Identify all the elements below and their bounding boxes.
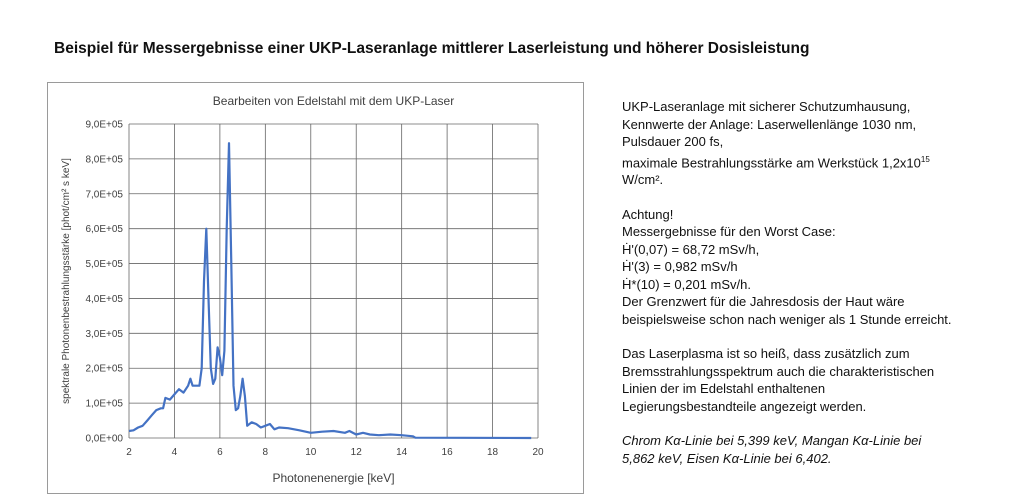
y-tick-label: 7,0E+05: [85, 189, 123, 200]
line: maximale Bestrahlungsstärke am Werkstück…: [622, 151, 1022, 172]
x-tick-label: 18: [487, 447, 499, 458]
y-tick-label: 5,0E+05: [85, 259, 123, 270]
line: Linien der im Edelstahl enthaltenen: [622, 381, 826, 397]
y-tick-label: 6,0E+05: [85, 224, 123, 235]
chart-frame: Bearbeiten von Edelstahl mit dem UKP-Las…: [47, 82, 584, 494]
text: maximale Bestrahlungsstärke am Werkstück…: [622, 154, 921, 170]
y-tick-label: 9,0E+05: [85, 120, 123, 131]
page-heading: Beispiel für Messergebnisse einer UKP-La…: [54, 40, 810, 57]
x-tick-label: 14: [396, 447, 408, 458]
y-tick-label: 0,0E+00: [85, 434, 123, 445]
line: Messergebnisse für den Worst Case:: [622, 224, 836, 240]
line: Pulsdauer 200 fs,: [622, 134, 724, 149]
line: UKP-Laseranlage mit sicherer Schutzumhau…: [622, 99, 911, 114]
x-tick-label: 10: [305, 447, 317, 458]
line: Kennwerte der Anlage: Laserwellenlänge 1…: [622, 116, 917, 132]
x-tick-label: 12: [351, 447, 363, 458]
y-axis-label: spektrale Photonenbestrahlungsstärke [ph…: [61, 158, 72, 404]
spectrum-line: [128, 142, 532, 440]
line: Das Laserplasma ist so heiß, dass zusätz…: [622, 346, 910, 362]
y-tick-label: 4,0E+05: [85, 294, 123, 305]
y-tick-label: 2,0E+05: [85, 364, 123, 375]
line: Ḣ'(3) = 0,982 mSv/h: [622, 259, 738, 275]
x-tick-label: 8: [263, 447, 269, 458]
x-tick-label: 6: [217, 447, 223, 458]
superscript: 15: [920, 154, 930, 164]
line: Legierungsbestandteile angezeigt werden.: [622, 398, 867, 414]
x-axis-label: Photonenenergie [keV]: [272, 471, 394, 485]
description-panel: UKP-Laseranlage mit sicherer Schutzumhau…: [622, 98, 1022, 467]
y-tick-label: 8,0E+05: [85, 154, 123, 165]
x-tick-label: 16: [442, 447, 454, 458]
x-tick-label: 2: [126, 447, 132, 458]
line: beispielsweise schon nach weniger als 1 …: [622, 311, 952, 327]
line: Ḣ'(0,07) = 68,72 mSv/h,: [622, 241, 760, 257]
y-tick-label: 3,0E+05: [85, 329, 123, 340]
spectrum-chart: Bearbeiten von Edelstahl mit dem UKP-Las…: [61, 94, 544, 485]
line: Ḣ*(10) = 0,201 mSv/h.: [622, 276, 751, 292]
chart-title: Bearbeiten von Edelstahl mit dem UKP-Las…: [213, 94, 454, 108]
line: 5,862 keV, Eisen Kα-Linie bei 6,402.: [622, 450, 832, 466]
line: Der Grenzwert für die Jahresdosis der Ha…: [622, 294, 905, 310]
line: Achtung!: [622, 206, 674, 222]
line: W/cm².: [622, 172, 664, 188]
x-tick-label: 4: [172, 447, 178, 458]
line: Chrom Kα-Linie bei 5,399 keV, Mangan Kα-…: [622, 433, 922, 449]
y-tick-label: 1,0E+05: [85, 399, 123, 410]
line: Bremsstrahlungsspektrum auch die charakt…: [622, 363, 935, 379]
x-tick-label: 20: [532, 447, 544, 458]
